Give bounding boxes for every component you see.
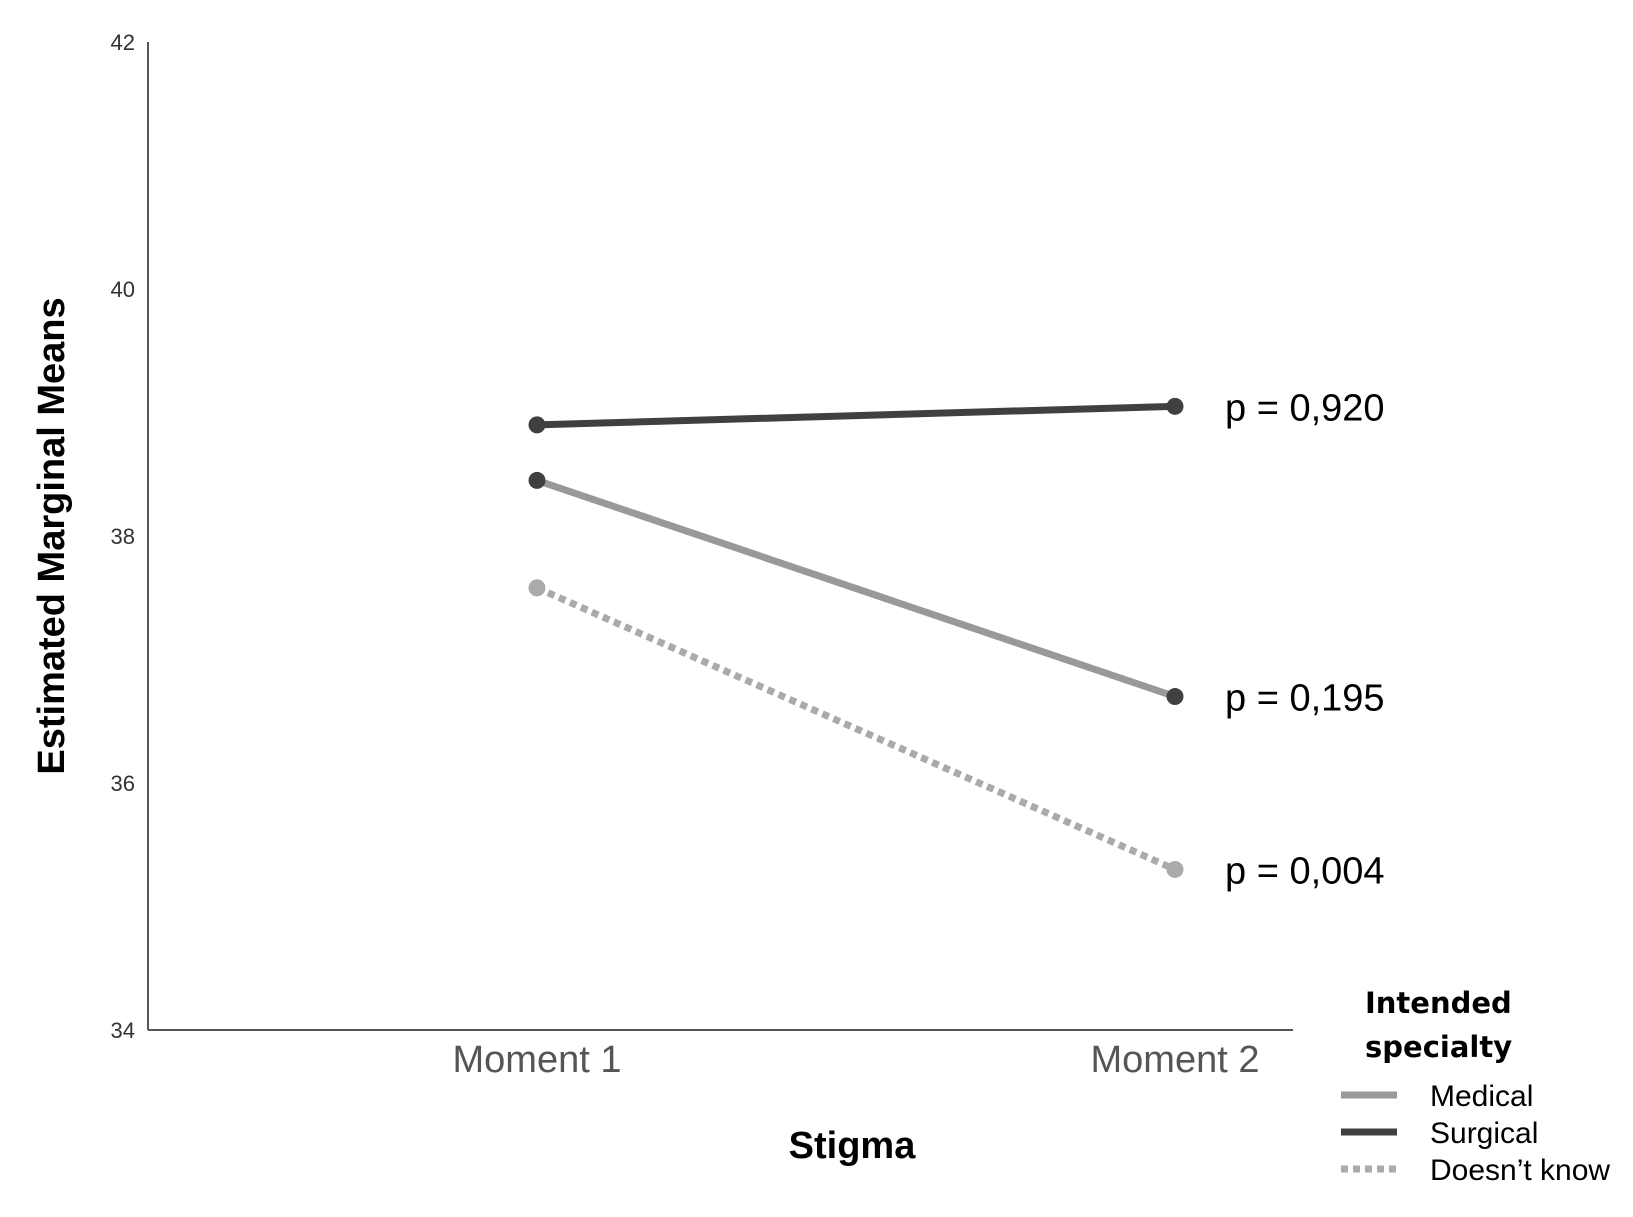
legend-title-line-2: specialty [1365, 1030, 1512, 1064]
point-medical-2 [1166, 688, 1184, 706]
annotation-layer: p = 0,920 p = 0,195 p = 0,004 [1225, 387, 1385, 892]
legend: Intended specialty Medical Surgical Doesn’… [1341, 986, 1610, 1187]
y-tick-labels: 34 36 38 40 42 [111, 30, 135, 1043]
x-category-label-1: Moment 1 [453, 1039, 622, 1081]
point-doesn-t-know-1 [528, 579, 546, 597]
series-medical [528, 471, 1184, 706]
legend-item-medical: Medical [1341, 1080, 1533, 1113]
legend-item-surgical: Surgical [1341, 1117, 1538, 1150]
y-tick-label-34: 34 [111, 1018, 135, 1043]
y-tick-label-36: 36 [111, 771, 135, 796]
p-value-annotation-2: p = 0,195 [1225, 678, 1385, 720]
y-axis-title: Estimated Marginal Means [31, 297, 73, 774]
series-doesn-t-know [528, 579, 1184, 878]
y-tick-label-42: 42 [111, 30, 135, 55]
axes [147, 42, 1293, 1031]
point-surgical-2 [1166, 397, 1184, 415]
p-value-annotation-3: p = 0,004 [1225, 850, 1385, 892]
legend-item-doesn-t-know: Doesn’t know [1341, 1154, 1610, 1187]
series-layer [528, 397, 1184, 878]
p-value-annotation-1: p = 0,920 [1225, 387, 1385, 429]
series-line-doesn-t-know [535, 584, 1177, 873]
x-tick-labels: Moment 1 Moment 2 [453, 1039, 1260, 1081]
x-axis-title: Stigma [789, 1125, 917, 1167]
y-tick-label-40: 40 [111, 277, 135, 302]
x-category-label-2: Moment 2 [1091, 1039, 1260, 1081]
series-surgical [528, 397, 1184, 434]
point-medical-1 [528, 471, 546, 489]
legend-items: Medical Surgical Doesn’t know [1341, 1080, 1610, 1187]
legend-label-surgical: Surgical [1430, 1117, 1538, 1150]
point-doesn-t-know-2 [1166, 860, 1184, 878]
legend-label-doesn-t-know: Doesn’t know [1430, 1154, 1610, 1187]
y-tick-label-38: 38 [111, 524, 135, 549]
point-surgical-1 [528, 416, 546, 434]
series-line-medical [535, 477, 1177, 700]
legend-title-line-1: Intended [1365, 986, 1512, 1020]
series-line-surgical [536, 402, 1176, 429]
legend-label-medical: Medical [1430, 1080, 1533, 1113]
